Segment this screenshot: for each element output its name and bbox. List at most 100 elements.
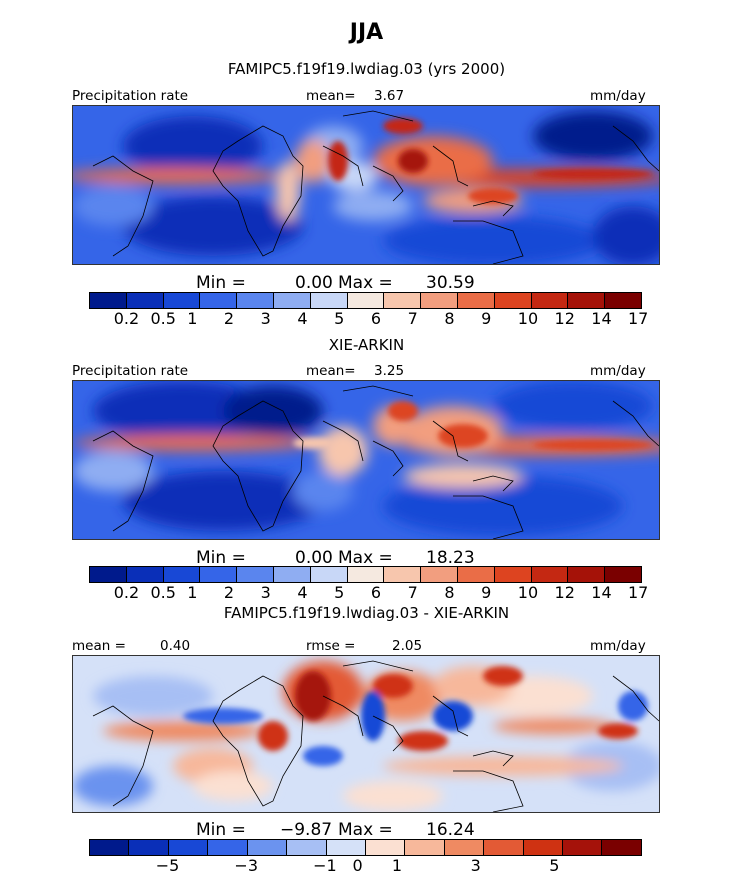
panel1-max-label: Max =: [338, 273, 393, 293]
panel1-min-label: Min =: [196, 273, 246, 293]
panel3-colorbar-tick-label: 3: [470, 856, 481, 875]
panel1-field: [73, 106, 659, 264]
panel3-colorbar-tick-label: 0: [352, 856, 363, 875]
panel2-colorbar-swatch: [347, 567, 385, 582]
panel3-max-value: 16.24: [426, 820, 475, 840]
panel1-colorbar-swatch: [273, 293, 311, 308]
panel2-colorbar-tick-label: 0.5: [150, 583, 176, 602]
panel1-colorbar-tick-label: 10: [517, 309, 539, 328]
panel1-colorbar-ticks: 0.2 0.5 1 2 3 4 5 6 7 8 9 10 12 14 17: [89, 309, 649, 329]
panel3-max-label: Max =: [338, 820, 393, 840]
panel2-colorbar-tick-label: 12: [554, 583, 575, 602]
panel2-colorbar: [89, 566, 642, 583]
panel1-colorbar-swatch: [605, 293, 641, 308]
panel1-title: FAMIPC5.f19f19.lwdiag.03 (yrs 2000): [227, 60, 506, 78]
panel2-colorbar-swatch: [457, 567, 495, 582]
panel1-colorbar-swatch: [568, 293, 606, 308]
panel3-colorbar: [89, 839, 642, 856]
panel1-colorbar-swatch: [421, 293, 458, 308]
panel3-colorbar-swatch: [287, 840, 327, 855]
panel3-colorbar-swatch: [602, 840, 641, 855]
panel2-colorbar-tick-label: 5: [334, 583, 345, 602]
panel3-mean-value: 0.40: [160, 638, 191, 654]
panel3-map: [72, 655, 660, 813]
panel1-colorbar-tick-label: 3: [260, 309, 271, 328]
panel3-colorbar-tick-label: −1: [313, 856, 337, 875]
panel2-min-value: 0.00: [295, 548, 333, 568]
panel2-mean-label: mean=: [306, 363, 356, 379]
panel3-rmse-value: 2.05: [392, 638, 423, 654]
panel2-colorbar-tick-label: 1: [187, 583, 198, 602]
panel1-colorbar-tick-label: 8: [444, 309, 455, 328]
panel2-map: [72, 380, 660, 540]
panel3-colorbar-tick-label: −5: [155, 856, 180, 875]
panel2-colorbar-tick-label: 10: [517, 583, 539, 602]
panel1-colorbar-swatch: [310, 293, 348, 308]
panel1-colorbar-swatch: [90, 293, 127, 308]
panel2-colorbar-tick-label: 17: [628, 583, 649, 602]
panel2-colorbar-tick-label: 4: [297, 583, 308, 602]
panel2-mean-value: 3.25: [374, 363, 405, 379]
panel2-colorbar-tick-label: 3: [260, 583, 271, 602]
panel2-colorbar-swatch: [200, 567, 238, 582]
panel1-colorbar-swatch: [163, 293, 201, 308]
page-title: JJA: [349, 20, 384, 45]
panel1-mean-label: mean=: [306, 88, 356, 104]
panel2-colorbar-swatch: [421, 567, 458, 582]
panel1-colorbar-swatch: [494, 293, 532, 308]
panel2-colorbar-swatch: [531, 567, 569, 582]
panel2-colorbar-swatch: [163, 567, 201, 582]
panel1-colorbar-swatch: [200, 293, 238, 308]
panel1-colorbar-tick-label: 7: [407, 309, 418, 328]
panel3-field: [73, 656, 659, 812]
panel3-min-label: Min =: [196, 820, 246, 840]
panel1-map: [72, 105, 660, 265]
panel2-colorbar-swatch: [568, 567, 606, 582]
panel1-colorbar: [89, 292, 642, 309]
panel2-colorbar-tick-label: 0.2: [113, 583, 140, 602]
panel1-colorbar-tick-label: 1: [187, 309, 198, 328]
panel1-min-value: 0.00: [295, 273, 333, 293]
panel2-colorbar-swatch: [384, 567, 422, 582]
panel3-colorbar-swatch: [168, 840, 209, 855]
panel2-colorbar-tick-label: 9: [481, 583, 492, 602]
panel1-colorbar-tick-label: 6: [370, 309, 382, 328]
panel1-colorbar-swatch: [126, 293, 164, 308]
panel2-colorbar-tick-label: 8: [444, 583, 455, 602]
panel3-colorbar-tick-label: −3: [234, 856, 259, 875]
panel2-min-label: Min =: [196, 548, 246, 568]
panel1-colorbar-tick-label: 2: [223, 309, 235, 328]
panel3-min-value: −9.87: [280, 820, 333, 840]
panel3-colorbar-swatch: [129, 840, 169, 855]
panel2-colorbar-swatch: [605, 567, 641, 582]
panel3-title: FAMIPC5.f19f19.lwdiag.03 - XIE-ARKIN: [223, 604, 510, 622]
panel3-colorbar-swatch: [365, 840, 406, 855]
panel1-colorbar-tick-label: 14: [591, 309, 612, 328]
panel3-colorbar-swatch: [405, 840, 445, 855]
panel1-colorbar-swatch: [347, 293, 385, 308]
panel1-max-value: 30.59: [426, 273, 475, 293]
panel2-colorbar-swatch: [237, 567, 274, 582]
panel3-colorbar-swatch: [484, 840, 524, 855]
panel2-colorbar-ticks: 0.2 0.5 1 2 3 4 5 6 7 8 9 10 12 14 17: [89, 583, 649, 603]
panel2-units: mm/day: [590, 363, 646, 379]
panel1-colorbar-tick-label: 17: [628, 309, 649, 328]
panel3-colorbar-tick-label: 5: [549, 856, 560, 875]
panel3-colorbar-swatch: [523, 840, 564, 855]
panel1-variable: Precipitation rate: [72, 88, 189, 104]
panel1-colorbar-tick-label: 12: [554, 309, 575, 328]
panel1-colorbar-swatch: [457, 293, 495, 308]
panel1-colorbar-tick-label: 4: [297, 309, 308, 328]
panel2-colorbar-swatch: [310, 567, 348, 582]
panel2-max-value: 18.23: [426, 548, 475, 568]
panel1-units: mm/day: [590, 88, 646, 104]
panel3-colorbar-swatch: [563, 840, 603, 855]
panel2-field: [73, 381, 659, 539]
panel2-colorbar-swatch: [494, 567, 532, 582]
panel2-colorbar-swatch: [90, 567, 127, 582]
panel2-colorbar-swatch: [273, 567, 311, 582]
panel2-title: XIE-ARKIN: [328, 336, 405, 354]
panel2-variable: Precipitation rate: [72, 363, 189, 379]
panel1-colorbar-tick-label: 0.2: [113, 309, 140, 328]
panel3-colorbar-ticks: −5 −3 −1 0 1 3 5: [89, 856, 640, 876]
